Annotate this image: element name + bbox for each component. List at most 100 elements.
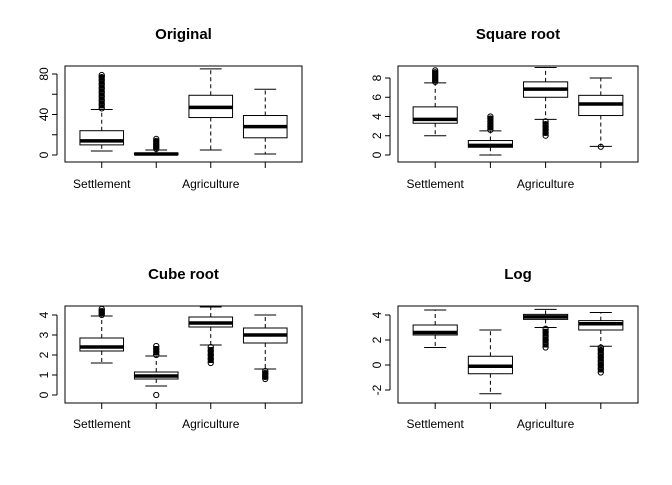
box-group	[242, 314, 288, 383]
outlier-cluster	[542, 332, 549, 337]
y-tick-label: 0	[37, 391, 51, 398]
box-group	[79, 305, 125, 364]
box-group	[188, 68, 234, 151]
y-tick-label: -2	[370, 384, 384, 395]
x-tick-label: Settlement	[407, 417, 465, 431]
outlier-cluster	[153, 352, 160, 355]
y-tick-label: 2	[370, 132, 384, 139]
outlier-cluster	[487, 121, 494, 125]
outlier-cluster	[207, 355, 214, 359]
y-tick-label: 80	[37, 67, 51, 81]
outlier-cluster	[542, 340, 549, 344]
outlier-cluster	[207, 347, 214, 351]
chart-title: Cube root	[148, 266, 219, 283]
chart-title: Square root	[476, 26, 560, 43]
plot-frame	[397, 305, 639, 404]
y-tick-label: 0	[370, 151, 384, 158]
y-tick-label: 0	[370, 361, 384, 368]
outlier-cluster	[98, 84, 105, 89]
outlier-point	[597, 143, 604, 150]
outlier-cluster	[542, 336, 549, 340]
outlier-cluster	[597, 365, 604, 369]
x-tick-label: Agriculture	[517, 177, 575, 191]
y-tick-label: 3	[37, 331, 51, 338]
y-tick-label: 40	[37, 108, 51, 122]
outlier-cluster	[542, 129, 549, 133]
outlier-cluster	[542, 343, 549, 348]
box-group	[412, 309, 458, 348]
outlier-cluster	[597, 361, 604, 365]
x-tick-label: Settlement	[73, 417, 131, 431]
outlier-cluster	[487, 124, 494, 128]
outlier-cluster	[542, 124, 549, 128]
panel-3: Log -2 0 2 4 Settlement Agriculture	[370, 266, 639, 431]
y-tick-label: 6	[370, 94, 384, 101]
outlier-cluster	[207, 351, 214, 355]
box-group	[467, 329, 513, 395]
y-tick-label: 2	[370, 336, 384, 343]
x-tick-label: Settlement	[407, 177, 465, 191]
outlier-cluster	[487, 118, 494, 122]
outlier-cluster	[153, 346, 160, 349]
x-tick-label: Agriculture	[182, 417, 240, 431]
panel-2: Cube root 0 1 2 3 4 Settlement Agriculture	[37, 266, 303, 431]
box-group	[578, 77, 624, 150]
outlier-cluster	[207, 359, 214, 363]
panel-0: Original 0 40 80 Settlement Agriculture	[37, 26, 303, 191]
box-group	[79, 71, 125, 152]
outlier-cluster	[542, 127, 549, 130]
outlier-cluster	[597, 347, 604, 350]
box-group	[242, 88, 288, 155]
outlier-cluster	[98, 75, 105, 78]
outlier-cluster	[153, 138, 160, 141]
plot-frame	[397, 65, 639, 163]
outlier-cluster	[98, 88, 105, 93]
outlier-cluster	[542, 132, 549, 136]
outlier-cluster	[98, 309, 105, 311]
outlier-cluster	[487, 116, 494, 119]
outlier-cluster	[542, 121, 549, 125]
y-tick-label: 2	[37, 351, 51, 358]
plot-frame	[64, 65, 303, 163]
y-tick-label: 0	[37, 151, 51, 158]
outlier-cluster	[98, 80, 105, 85]
outlier-cluster	[597, 350, 604, 354]
chart-title: Original	[155, 26, 212, 43]
outlier-cluster	[432, 70, 439, 73]
outlier-cluster	[542, 328, 549, 333]
outlier-cluster	[98, 92, 105, 97]
outlier-cluster	[98, 96, 105, 101]
y-tick-label: 1	[37, 371, 51, 378]
y-tick-label: 4	[370, 113, 384, 120]
outlier-point	[153, 391, 160, 399]
box-group	[523, 66, 569, 139]
outlier-cluster	[98, 77, 105, 81]
y-tick-label: 8	[370, 74, 384, 81]
box-group	[133, 135, 179, 156]
outlier-cluster	[597, 368, 604, 373]
box-group	[412, 67, 458, 137]
outlier-cluster	[597, 353, 604, 358]
plot-frame	[64, 305, 303, 404]
chart-title: Log	[504, 266, 532, 283]
outlier-cluster	[262, 371, 269, 373]
box-group	[578, 312, 624, 376]
x-tick-label: Agriculture	[182, 177, 240, 191]
outlier-cluster	[98, 100, 105, 105]
box-group	[188, 306, 234, 367]
box-group	[133, 342, 179, 399]
outlier-cluster	[98, 104, 105, 109]
y-tick-label: 4	[370, 311, 384, 318]
box	[412, 324, 458, 336]
outlier-cluster	[597, 357, 604, 362]
box	[79, 337, 125, 352]
box-group	[523, 308, 569, 351]
outlier-cluster	[153, 349, 160, 352]
x-tick-label: Settlement	[73, 177, 131, 191]
outlier-cluster	[487, 127, 494, 130]
panel-1: Square root 0 2 4 6 8 Settlement Agriculture	[370, 26, 639, 191]
x-tick-label: Agriculture	[517, 417, 575, 431]
y-tick-label: 4	[37, 311, 51, 318]
box-group	[467, 113, 513, 156]
